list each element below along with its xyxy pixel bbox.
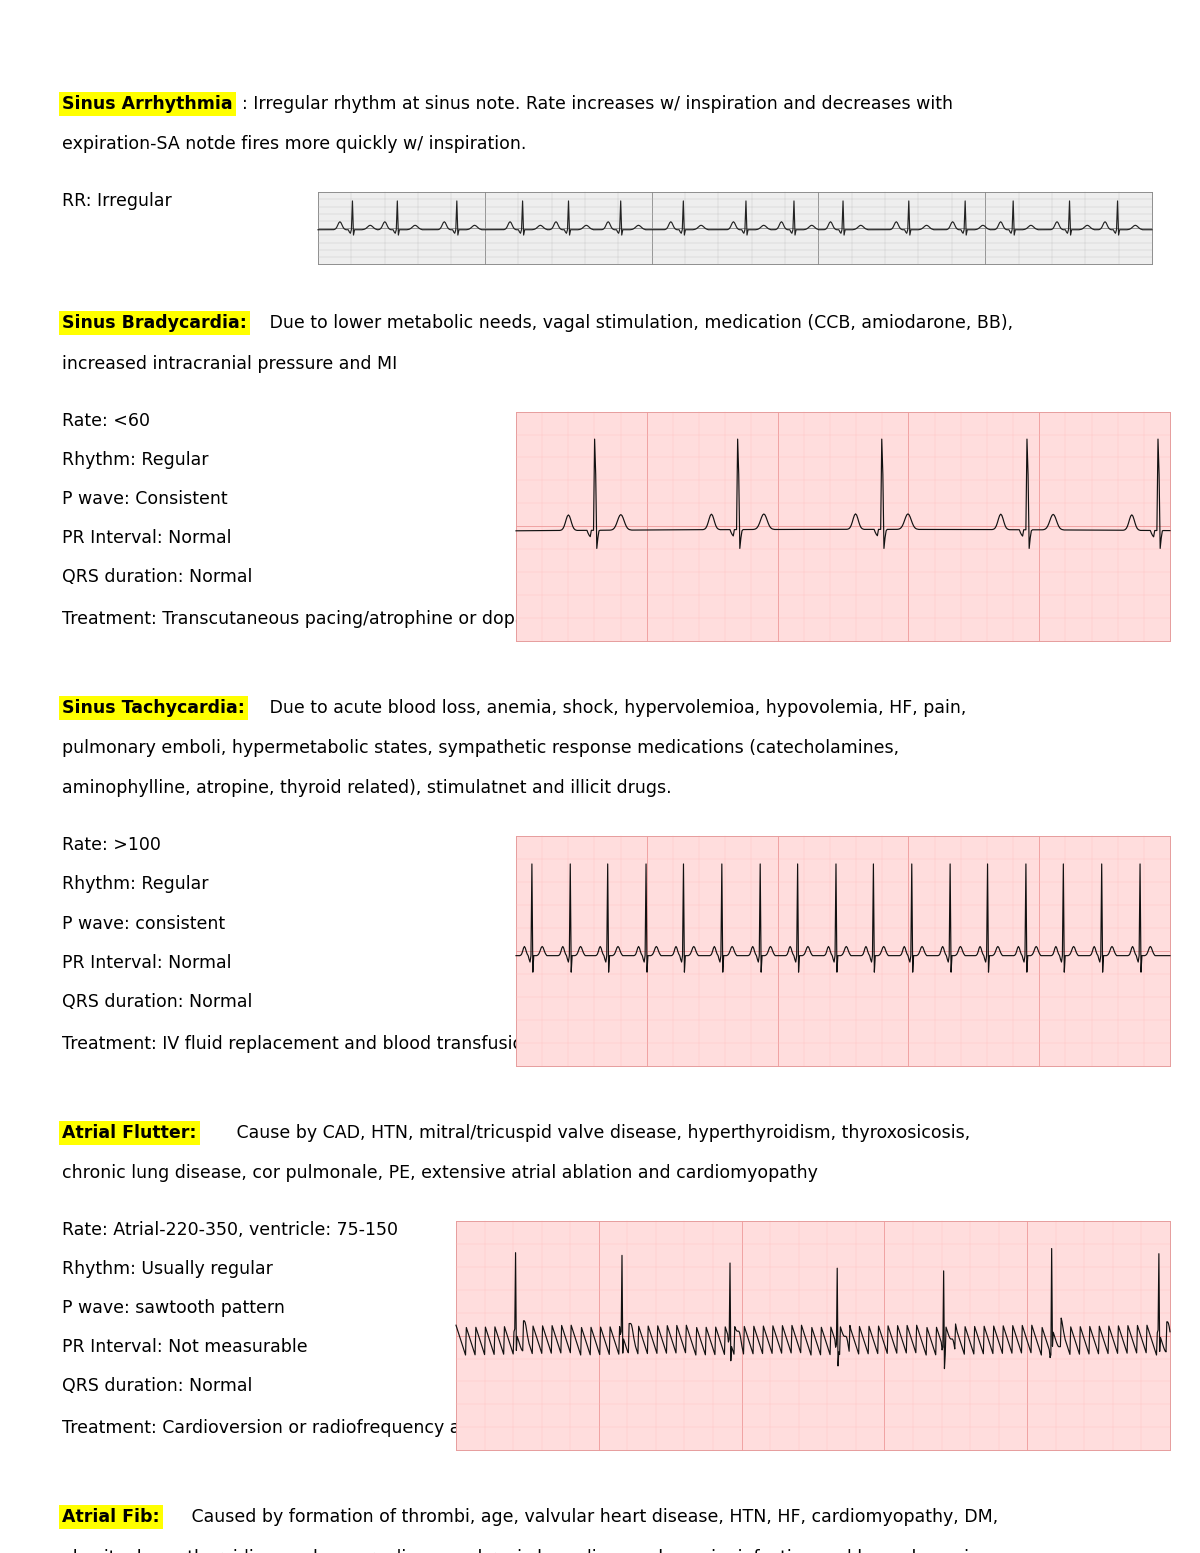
Text: Treatment: IV fluid replacement and blood transfusion, if cause by blood loss: Treatment: IV fluid replacement and bloo… [62, 1034, 733, 1053]
Text: Rate: <60: Rate: <60 [62, 412, 150, 430]
Text: RR: Irregular: RR: Irregular [62, 193, 172, 210]
Text: PR Interval: Normal: PR Interval: Normal [62, 954, 232, 972]
Text: : Irregular rhythm at sinus note. Rate increases w/ inspiration and decreases wi: : Irregular rhythm at sinus note. Rate i… [242, 95, 953, 113]
Text: P wave: Consistent: P wave: Consistent [62, 489, 228, 508]
Text: Sinus Arrhythmia: Sinus Arrhythmia [62, 95, 233, 113]
Text: aminophylline, atropine, thyroid related), stimulatnet and illicit drugs.: aminophylline, atropine, thyroid related… [62, 780, 672, 797]
Text: PR Interval: Normal: PR Interval: Normal [62, 528, 232, 547]
Text: Treatment: Cardioversion or radiofrequency ablation, antithrombotic therapy: Treatment: Cardioversion or radiofrequen… [62, 1419, 733, 1437]
Text: expiration-SA notde fires more quickly w/ inspiration.: expiration-SA notde fires more quickly w… [62, 135, 527, 154]
Text: Rhythm: Regular: Rhythm: Regular [62, 450, 209, 469]
Text: Treatment: Transcutaneous pacing/atrophine or dopamin/epinephrine infusion: Treatment: Transcutaneous pacing/atrophi… [62, 610, 743, 627]
Text: Due to lower metabolic needs, vagal stimulation, medication (CCB, amiodarone, BB: Due to lower metabolic needs, vagal stim… [264, 314, 1014, 332]
Text: Sinus Tachycardia:: Sinus Tachycardia: [62, 699, 245, 717]
Text: Atrial Flutter:: Atrial Flutter: [62, 1124, 197, 1141]
Text: pulmonary emboli, hypermetabolic states, sympathetic response medications (catec: pulmonary emboli, hypermetabolic states,… [62, 739, 899, 758]
Text: Rate: >100: Rate: >100 [62, 837, 161, 854]
Text: PR Interval: Not measurable: PR Interval: Not measurable [62, 1339, 307, 1356]
Text: Sinus Bradycardia:: Sinus Bradycardia: [62, 314, 247, 332]
Text: Due to acute blood loss, anemia, shock, hypervolemioa, hypovolemia, HF, pain,: Due to acute blood loss, anemia, shock, … [264, 699, 967, 717]
Text: P wave: sawtooth pattern: P wave: sawtooth pattern [62, 1300, 284, 1317]
Text: increased intracranial pressure and MI: increased intracranial pressure and MI [62, 354, 397, 373]
FancyBboxPatch shape [456, 1221, 1170, 1451]
Text: P wave: consistent: P wave: consistent [62, 915, 226, 932]
Text: Cause by CAD, HTN, mitral/tricuspid valve disease, hyperthyroidism, thyroxosicos: Cause by CAD, HTN, mitral/tricuspid valv… [230, 1124, 970, 1141]
Text: Rhythm: Regular: Rhythm: Regular [62, 876, 209, 893]
FancyBboxPatch shape [318, 193, 1152, 264]
Text: Caused by formation of thrombi, age, valvular heart disease, HTN, HF, cardiomyop: Caused by formation of thrombi, age, val… [186, 1508, 998, 1527]
Text: QRS duration: Normal: QRS duration: Normal [62, 568, 252, 585]
FancyBboxPatch shape [516, 837, 1170, 1065]
Text: QRS duration: Normal: QRS duration: Normal [62, 992, 252, 1011]
Text: chronic lung disease, cor pulmonale, PE, extensive atrial ablation and cardiomyo: chronic lung disease, cor pulmonale, PE,… [62, 1165, 818, 1182]
Text: obesity, hyperthyroidism, pulmonary disease, chronic lung disease, hypoxia, infe: obesity, hyperthyroidism, pulmonary dise… [62, 1548, 985, 1553]
Text: Rate: Atrial-220-350, ventricle: 75-150: Rate: Atrial-220-350, ventricle: 75-150 [62, 1221, 398, 1239]
Text: QRS duration: Normal: QRS duration: Normal [62, 1378, 252, 1395]
Text: Atrial Fib:: Atrial Fib: [62, 1508, 160, 1527]
Text: Rhythm: Usually regular: Rhythm: Usually regular [62, 1259, 272, 1278]
FancyBboxPatch shape [516, 412, 1170, 641]
